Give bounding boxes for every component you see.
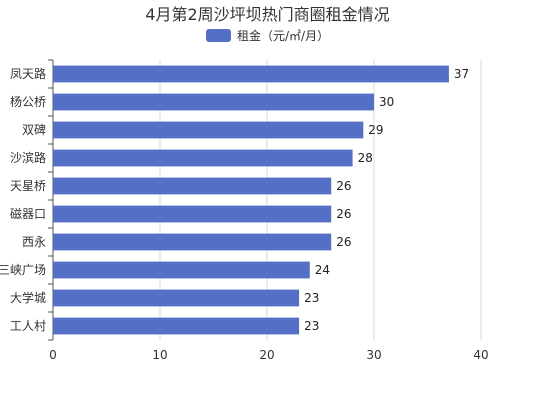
label-layer: 0 10 20 30 40 凤天路 37 杨公桥 30 双碑 29 沙滨路 28 天星桥 26 磁器口 26 西永…: [0, 66, 489, 362]
x-tick-label: 30: [366, 348, 381, 362]
bar-layer: [53, 65, 449, 335]
category-label: 工人村: [10, 319, 46, 333]
bar: [53, 121, 364, 139]
x-tick-label: 10: [152, 348, 167, 362]
value-label: 30: [379, 95, 394, 109]
category-label: 沙滨路: [10, 150, 46, 165]
category-label: 三峡广场: [0, 263, 46, 277]
legend-label: 租金（元/㎡/月）: [237, 28, 329, 43]
legend-swatch: [206, 29, 231, 42]
value-label: 23: [304, 319, 319, 333]
value-label: 29: [368, 123, 383, 137]
value-label: 24: [315, 263, 330, 277]
category-label: 凤天路: [10, 66, 46, 81]
value-label: 26: [336, 235, 351, 249]
bar: [53, 289, 300, 307]
category-label: 大学城: [10, 290, 46, 305]
x-tick-label: 20: [259, 348, 274, 362]
legend[interactable]: 租金（元/㎡/月）: [206, 28, 329, 43]
x-tick-label: 0: [49, 348, 57, 362]
bar: [53, 177, 332, 195]
bar: [53, 233, 332, 251]
bar: [53, 317, 300, 335]
bar: [53, 205, 332, 223]
chart-title: 4月第2周沙坪坝热门商圈租金情况: [145, 5, 389, 24]
bar: [53, 261, 310, 279]
x-tick-label: 40: [473, 348, 488, 362]
bar: [53, 149, 353, 167]
value-label: 23: [304, 291, 319, 305]
value-label: 26: [336, 207, 351, 221]
value-label: 26: [336, 179, 351, 193]
bar: [53, 65, 449, 83]
category-label: 杨公桥: [10, 94, 46, 109]
category-label: 天星桥: [10, 179, 46, 193]
category-label: 西永: [22, 235, 46, 249]
value-label: 37: [454, 67, 469, 81]
value-label: 28: [358, 151, 373, 165]
bar: [53, 93, 374, 111]
category-label: 双碑: [22, 122, 46, 137]
category-label: 磁器口: [10, 206, 46, 221]
